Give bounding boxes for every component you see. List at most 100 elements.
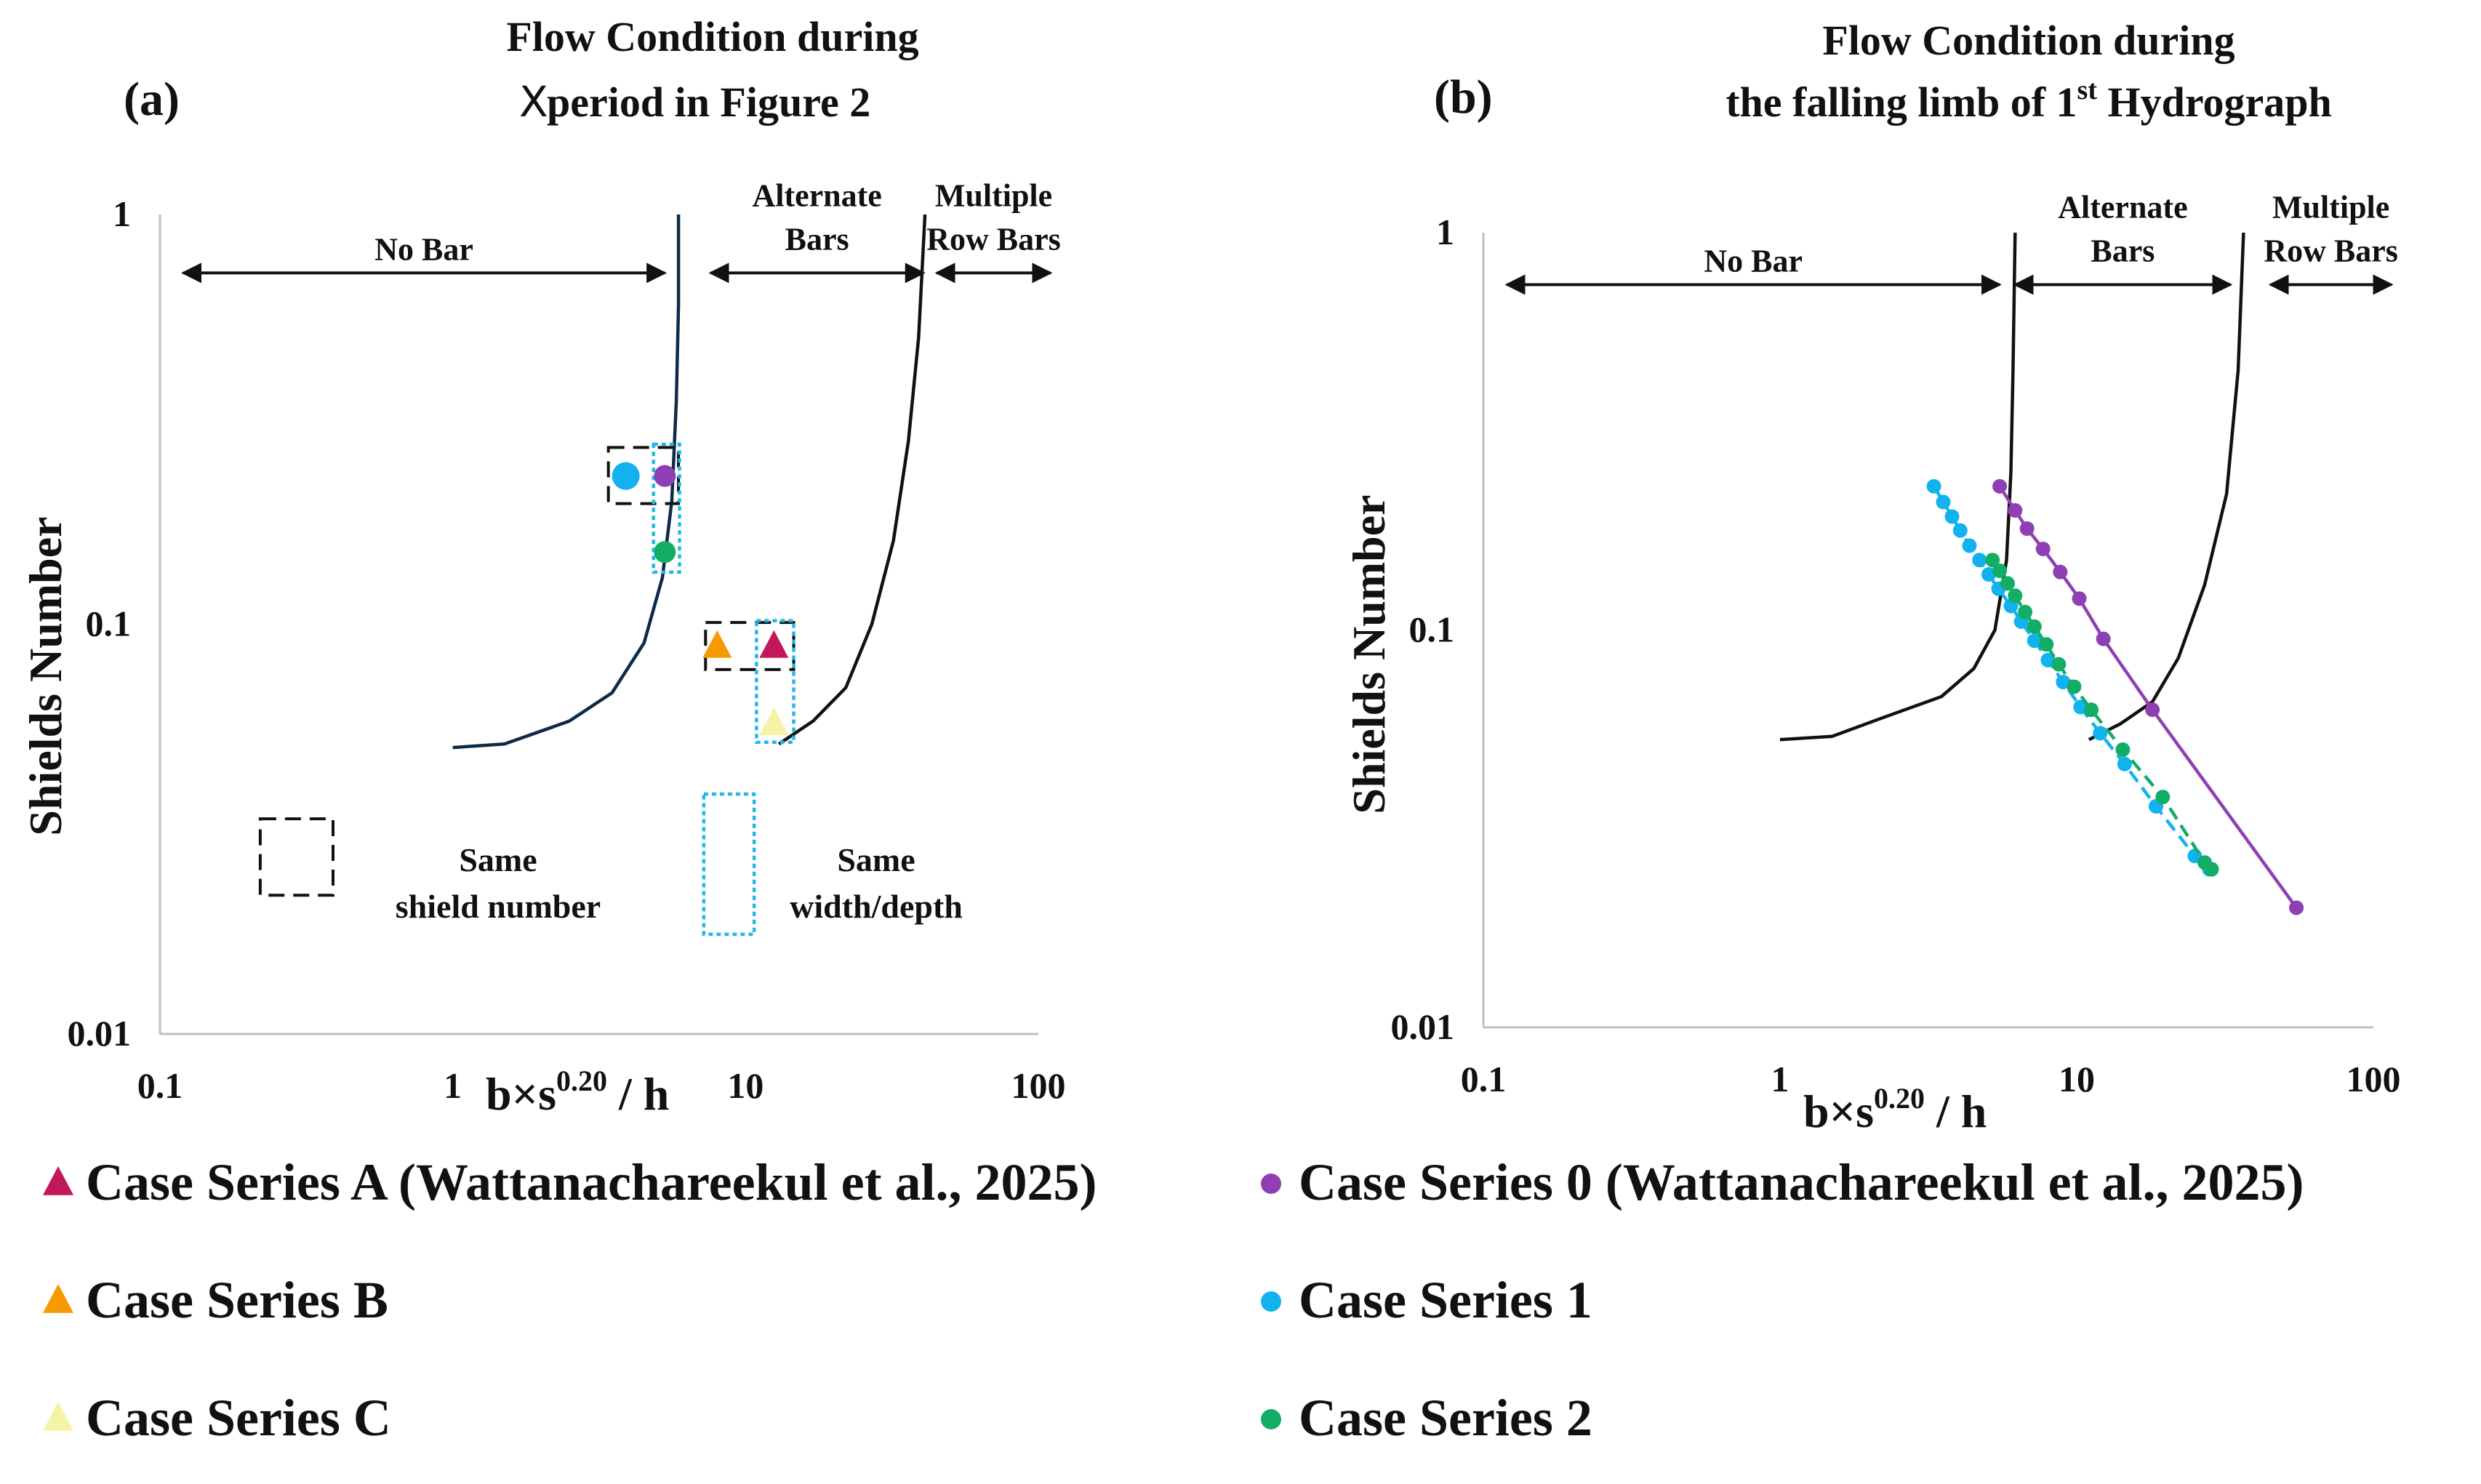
panel-b-region-label2: Bars [2091,233,2155,268]
legend-label: Case Series C [86,1389,391,1447]
panel-a-case-series-b-point [702,630,732,658]
panel-b-case-series-1-point [2056,674,2071,689]
panel-a-region-label2: Bars [785,221,849,257]
panel-b-case-series-2-point [1985,553,2000,568]
panel-b-case-series-2-point [2039,637,2054,652]
legend-circle-marker [1261,1409,1281,1429]
legend-label: Case Series 1 [1299,1271,1592,1329]
panel-b-xlabel: b×s0.20 / h [1803,1082,1987,1137]
panel-b-region-label: Alternate [2058,189,2187,225]
legend-item: Case Series 2 [1261,1389,1592,1447]
legend-item: Case Series A (Wattanachareekul et al., … [43,1153,1097,1211]
panel-b-regime-boundary [2088,232,2245,742]
panel-b-case-series-1-point [1944,509,1960,524]
panel-b-case-series-0-point [2053,564,2068,579]
legend-circle-marker [1261,1174,1281,1194]
panel-a-same-shields-box [606,446,681,505]
panel-b-case-series-0-point [2035,541,2051,556]
panel-a-xlabel-main: b×s [486,1068,556,1120]
panel-a-y-tick-label: 0.01 [68,1013,132,1054]
panel-b-title-line2: the falling limb of 1st Hydrograph [1726,75,2332,126]
panel-a-xlabel-sup: 0.20 [556,1064,607,1097]
legend-label: Case Series 0 (Wattanachareekul et al., … [1299,1153,2304,1211]
panel-b-case-series-1-point [2027,633,2042,649]
legend-triangle-marker [43,1401,73,1431]
panel-a-xlabel: b×s0.20 / h [486,1064,669,1120]
panel-a-box-legend-label: Same [837,841,915,878]
panel-b-xlabel-tail: / h [1925,1086,1987,1137]
panel-b-case-series-1-point [1981,567,1996,582]
legend-label: Case Series B [86,1271,388,1329]
legend-item: Case Series 1 [1261,1271,1592,1329]
panel-b-region-label: No Bar [1704,243,1803,278]
panel-a-same-width-depth-box [652,442,681,574]
panel-a-box-legend-swatch [702,792,756,936]
legend: Case Series A (Wattanachareekul et al., … [43,1153,2304,1447]
panel-a-same-width-depth-box [755,619,795,745]
panel-b-case-series-1-point [1962,538,1977,553]
panel-b-case-series-2-point [2000,576,2015,591]
panel-b-case-series-2-point [2027,619,2042,634]
panel-b-x-tick-label: 0.1 [1461,1059,1507,1099]
panel-b-case-series-2-point [2018,604,2033,619]
panel-b-case-series-2-point [2115,742,2131,758]
panel-a-case-series-1-point [612,462,640,490]
panel-b-case-series-2-point [2084,702,2099,718]
panel-b-case-series-1-point [1936,494,1951,510]
panel-a-y-tick-label: 1 [113,193,131,234]
panel-a-title-line1: Flow Condition during [506,13,918,60]
panel-b-title-line1: Flow Condition during [1822,17,2234,64]
panel-a-xlabel-tail: / h [607,1068,669,1120]
panel-b-region-label2: Row Bars [2264,233,2398,268]
panel-b-ylabel: Shields Number [1343,494,1395,814]
panel-a-x-tick-label: 10 [727,1065,763,1106]
panel-a-region-label: No Bar [374,231,473,267]
panel-a-regime-boundary [452,214,681,750]
panel-b-x-tick-label: 100 [2346,1059,2401,1099]
panel-a-box-legend-label2: width/depth [790,888,963,925]
panel-b-x-tick-label: 10 [2059,1059,2095,1099]
panel-b: (b) Flow Condition during the falling li… [1343,17,2401,1137]
legend-item: Case Series B [43,1271,388,1329]
panel-b-case-series-0-point [2072,591,2087,606]
legend-item: Case Series C [43,1389,391,1447]
panel-b-case-series-1-point [1926,478,1941,494]
panel-b-case-series-2-point [2051,657,2067,672]
panel-a-region-label: Multiple [935,177,1052,213]
panel-a-case-series-c-point [759,707,789,736]
panel-b-case-series-1-point [1972,553,1987,568]
panel-a-case-series-a-point [759,630,789,658]
panel-a-title-symbol: X [519,77,548,127]
panel-b-case-series-0-point [2289,900,2304,915]
panel-a-regime-boundary [777,214,927,746]
panel-b-case-series-2-point [1992,563,2008,578]
panel-a-box-legend-label: Same [459,841,537,878]
panel-a: (a) Flow Condition during X period in Fi… [20,13,1066,1120]
panel-a-title-line2-text: period in Figure 2 [547,79,870,126]
panel-b-title-tail: Hydrograph [2097,79,2332,126]
panel-b-case-series-1-point [1952,523,1968,538]
panel-b-xlabel-main: b×s [1803,1086,1874,1137]
panel-a-x-tick-label: 100 [1011,1065,1066,1106]
panel-b-case-series-0-point [1992,478,2008,494]
panel-a-region-label: Alternate [752,177,881,213]
panel-a-region-label2: Row Bars [926,221,1061,257]
panel-a-x-tick-label: 1 [444,1065,462,1106]
panel-b-case-series-2-point [2155,790,2171,805]
legend-circle-marker [1261,1291,1281,1312]
panel-a-title-line2: X period in Figure 2 [519,77,870,127]
panel-b-case-series-0-point [2145,702,2160,718]
panel-a-case-series-0-point [654,465,676,487]
legend-triangle-marker [43,1283,73,1313]
panel-b-title-sup: st [2077,75,2098,105]
panel-b-y-tick-label: 0.01 [1391,1006,1455,1047]
panel-b-case-series-2-point [2067,679,2082,694]
panel-b-case-series-0-point [2019,521,2035,536]
panel-b-xlabel-sup: 0.20 [1874,1082,1925,1115]
panel-b-x-tick-label: 1 [1771,1059,1789,1099]
legend-triangle-marker [43,1166,73,1195]
legend-label: Case Series 2 [1299,1389,1592,1447]
panel-b-case-series-0-point [2008,502,2023,518]
